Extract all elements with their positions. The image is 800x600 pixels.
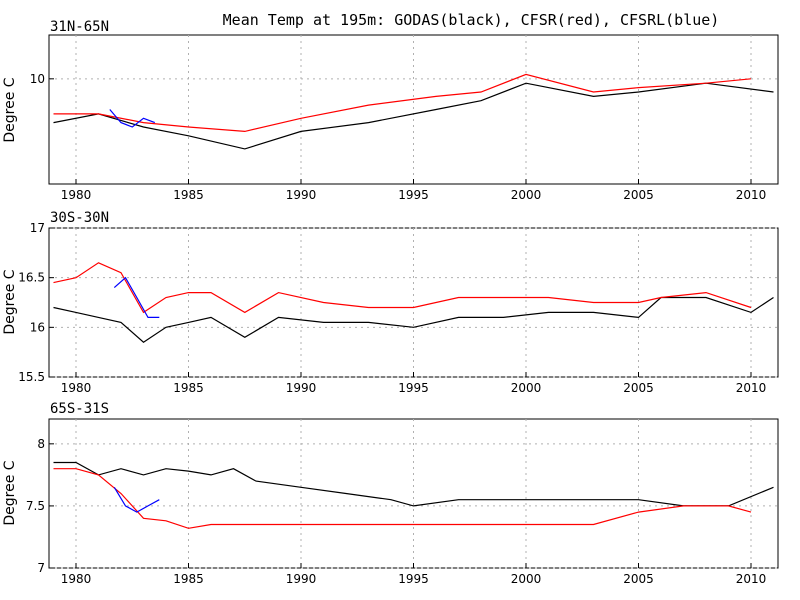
tick-labels: 1980 1985 1990 1995 2000 2005 2010 10 <box>30 72 767 202</box>
x-tick-label: 2000 <box>511 381 542 395</box>
x-tick-label: 2005 <box>623 381 654 395</box>
series-line-godas <box>54 463 774 506</box>
x-tick-label: 1995 <box>398 188 429 202</box>
x-tick-label: 2005 <box>623 572 654 586</box>
series-line-cfsr <box>54 469 752 529</box>
x-tick-label: 2000 <box>511 572 542 586</box>
chart-figure: Mean Temp at 195m: GODAS(black), CFSR(re… <box>0 0 800 600</box>
x-tick-label: 2005 <box>623 188 654 202</box>
x-tick-label: 2000 <box>511 188 542 202</box>
series-line-cfsrl <box>114 278 159 318</box>
series-line-cfsrl <box>114 487 159 512</box>
grid-lines <box>49 35 778 184</box>
x-tick-label: 1995 <box>398 381 429 395</box>
panel-south: 65S-31S Degree C 1980 1985 1990 1995 2000 200… <box>2 401 778 586</box>
x-tick-label: 2010 <box>736 572 767 586</box>
panel-tropics: 30S-30N Degree C 1980 1985 1990 1995 2000 200… <box>2 210 778 395</box>
x-tick-label: 1985 <box>173 188 204 202</box>
panel-label: 31N-65N <box>50 19 109 35</box>
x-tick-label: 1980 <box>61 188 92 202</box>
series-line-cfsr <box>54 74 752 131</box>
y-tick-label: 16.5 <box>18 271 45 285</box>
grid-lines <box>49 419 778 568</box>
x-tick-label: 2010 <box>736 381 767 395</box>
panel-label: 30S-30N <box>50 210 109 226</box>
series-line-cfsrl <box>110 110 155 128</box>
x-tick-label: 1990 <box>286 381 317 395</box>
x-tick-label: 1990 <box>286 572 317 586</box>
y-tick-label: 8 <box>37 437 45 451</box>
series-line-cfsr <box>54 263 752 313</box>
x-tick-label: 2010 <box>736 188 767 202</box>
y-tick-label: 15.5 <box>18 370 45 384</box>
y-tick-label: 17 <box>30 221 45 235</box>
y-tick-label: 10 <box>30 72 45 86</box>
series-lines <box>54 463 774 529</box>
y-axis-label: Degree C <box>2 269 18 334</box>
x-tick-label: 1990 <box>286 188 317 202</box>
y-tick-label: 7 <box>37 561 45 575</box>
y-tick-label: 7.5 <box>26 499 45 513</box>
x-tick-label: 1980 <box>61 572 92 586</box>
panel-north: 31N-65N Degree C 1980 1985 1990 1995 2000 200… <box>2 19 778 202</box>
panel-label: 65S-31S <box>50 401 109 417</box>
series-line-godas <box>54 83 774 149</box>
chart-title: Mean Temp at 195m: GODAS(black), CFSR(re… <box>223 11 720 29</box>
x-tick-label: 1985 <box>173 572 204 586</box>
y-axis-label: Degree C <box>2 77 18 142</box>
y-tick-label: 16 <box>30 320 45 334</box>
x-tick-label: 1995 <box>398 572 429 586</box>
y-axis-label: Degree C <box>2 460 18 525</box>
x-tick-label: 1980 <box>61 381 92 395</box>
x-tick-label: 1985 <box>173 381 204 395</box>
